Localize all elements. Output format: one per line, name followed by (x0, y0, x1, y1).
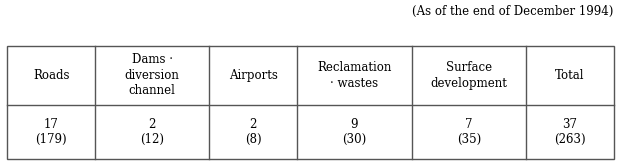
Text: 17
(179): 17 (179) (35, 118, 67, 146)
Text: 7
(35): 7 (35) (456, 118, 481, 146)
Text: Surface
development: Surface development (430, 61, 507, 90)
Text: Total: Total (555, 69, 584, 82)
Text: Airports: Airports (229, 69, 278, 82)
Bar (7, 46, 614, 159)
Text: Dams ·
diversion
channel: Dams · diversion channel (125, 53, 179, 97)
Text: 37
(263): 37 (263) (554, 118, 586, 146)
Text: 9
(30): 9 (30) (342, 118, 366, 146)
Text: 2
(8): 2 (8) (245, 118, 261, 146)
Text: Reclamation
· wastes: Reclamation · wastes (317, 61, 391, 90)
Text: (As of the end of December 1994): (As of the end of December 1994) (412, 5, 614, 18)
Text: 2
(12): 2 (12) (140, 118, 164, 146)
Text: Roads: Roads (33, 69, 70, 82)
